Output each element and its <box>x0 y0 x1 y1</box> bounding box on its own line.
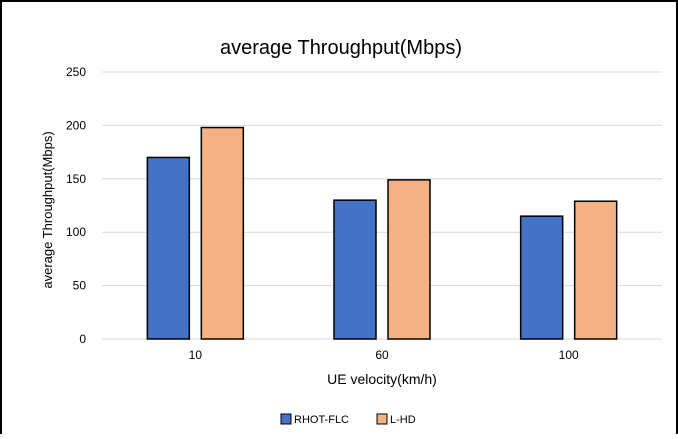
y-tick-label: 250 <box>66 65 86 79</box>
y-tick-label: 0 <box>79 332 86 346</box>
x-tick-label: 100 <box>559 348 579 362</box>
legend-swatch-rhot-flc <box>280 413 292 425</box>
bar-rhot-flc-10 <box>146 156 191 340</box>
x-tick-label: 10 <box>189 348 203 362</box>
x-tick-labels: 10 60 100 <box>189 348 579 362</box>
legend-label-l-hd: L-HD <box>390 414 416 426</box>
bar-l-hd-100 <box>573 200 618 340</box>
legend-swatch-l-hd <box>376 413 388 425</box>
bar-l-hd-10 <box>200 126 245 340</box>
legend-label-rhot-flc: RHOT-FLC <box>294 414 349 426</box>
x-axis-label: UE velocity(km/h) <box>327 371 437 387</box>
bar-l-hd-60 <box>387 179 431 340</box>
bars <box>146 126 618 340</box>
y-axis-label: average Throughput(Mbps) <box>40 131 55 288</box>
bar-rhot-flc-60 <box>333 199 377 340</box>
gridlines <box>102 71 662 340</box>
legend: RHOT-FLC L-HD <box>280 413 416 426</box>
y-tick-label: 150 <box>66 172 86 186</box>
bar-chart: average Throughput(Mbps) average Through… <box>40 37 662 426</box>
y-tick-labels: 0 50 100 150 200 250 <box>66 65 86 346</box>
y-tick-label: 100 <box>66 225 86 239</box>
bar-rhot-flc-100 <box>519 215 564 340</box>
y-tick-label: 200 <box>66 118 86 132</box>
y-tick-label: 50 <box>73 279 87 293</box>
x-tick-label: 60 <box>375 348 389 362</box>
chart-title: average Throughput(Mbps) <box>220 37 462 59</box>
